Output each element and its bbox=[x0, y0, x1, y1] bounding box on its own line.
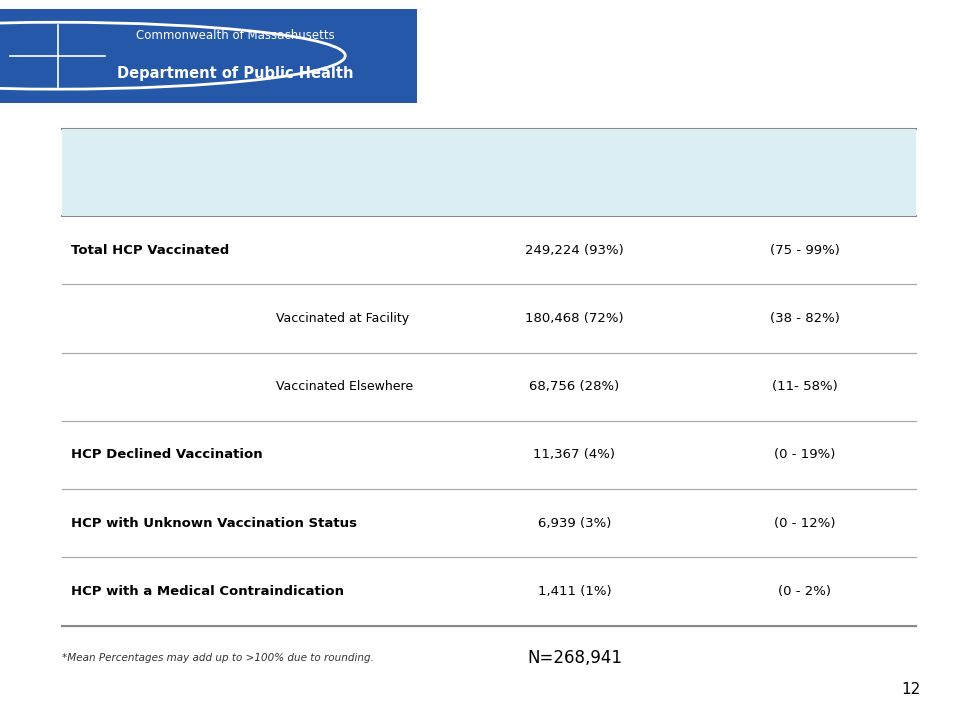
Text: (0 - 19%): (0 - 19%) bbox=[774, 449, 835, 462]
Text: Department of Public Health: Department of Public Health bbox=[117, 66, 353, 81]
Text: 249,224 (93%): 249,224 (93%) bbox=[526, 244, 623, 257]
Text: Vaccine Coverage in Aggregate: Vaccine Coverage in Aggregate bbox=[512, 72, 869, 91]
Text: Commonwealth of Massachusetts: Commonwealth of Massachusetts bbox=[135, 29, 335, 42]
Text: Total HCP Vaccinated: Total HCP Vaccinated bbox=[71, 244, 229, 257]
Text: (75 - 99%): (75 - 99%) bbox=[770, 244, 840, 257]
Text: Vaccinated at Facility: Vaccinated at Facility bbox=[276, 312, 409, 325]
Text: 180,468 (72%): 180,468 (72%) bbox=[526, 312, 623, 325]
Text: *Mean Percentages may add up to >100% due to rounding.: *Mean Percentages may add up to >100% du… bbox=[62, 653, 374, 663]
Text: Acute Care Hospital Healthcare Personnel: Acute Care Hospital Healthcare Personnel bbox=[451, 27, 930, 46]
Text: 11,367 (4%): 11,367 (4%) bbox=[533, 449, 616, 462]
Text: HCP with Unknown Vaccination Status: HCP with Unknown Vaccination Status bbox=[71, 517, 357, 530]
Bar bbox=[0, 9, 417, 103]
Text: 12: 12 bbox=[901, 682, 921, 697]
Text: HCP Declined Vaccination: HCP Declined Vaccination bbox=[71, 449, 263, 462]
Text: Range: Range bbox=[782, 166, 829, 179]
Text: 1,411 (1%): 1,411 (1%) bbox=[538, 585, 611, 598]
Text: Vaccinated Elsewhere: Vaccinated Elsewhere bbox=[276, 380, 412, 393]
Text: (0 - 12%): (0 - 12%) bbox=[774, 517, 835, 530]
Text: Mean State Aggregate HCP: Mean State Aggregate HCP bbox=[473, 148, 676, 161]
Text: (0 - 2%): (0 - 2%) bbox=[779, 585, 831, 598]
Text: Vaccine Coverage: Vaccine Coverage bbox=[508, 184, 641, 197]
Text: (38 - 82%): (38 - 82%) bbox=[770, 312, 840, 325]
Text: 6,939 (3%): 6,939 (3%) bbox=[538, 517, 611, 530]
Text: N=268,941: N=268,941 bbox=[526, 649, 622, 667]
Text: HCP with a Medical Contraindication: HCP with a Medical Contraindication bbox=[71, 585, 344, 598]
Text: (11- 58%): (11- 58%) bbox=[772, 380, 838, 393]
Text: 68,756 (28%): 68,756 (28%) bbox=[529, 380, 620, 393]
